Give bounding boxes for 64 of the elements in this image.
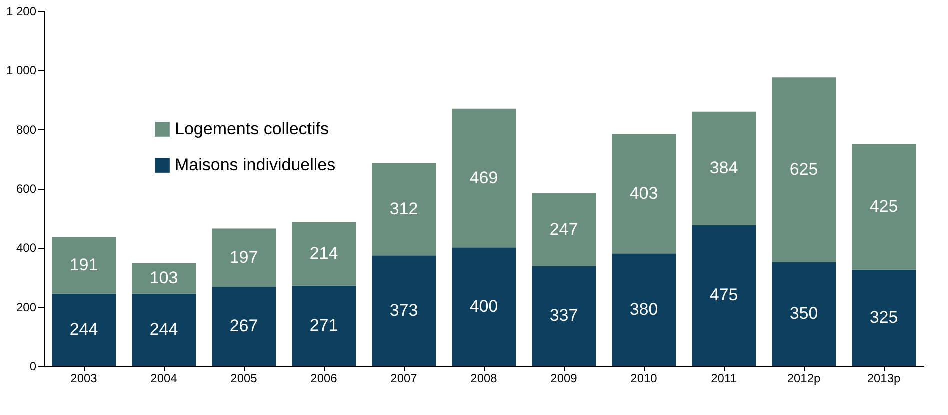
data-label: 384 [710, 158, 738, 178]
data-label: 337 [550, 306, 578, 326]
x-tick-label: 2010 [630, 372, 658, 386]
x-tick-label: 2009 [550, 372, 578, 386]
bar [852, 144, 916, 270]
data-label: 267 [230, 316, 258, 336]
legend-label: Maisons individuelles [175, 156, 336, 174]
y-tick-label: 0 [30, 360, 37, 374]
data-label: 325 [870, 308, 898, 327]
bar [692, 112, 756, 226]
bar [452, 248, 516, 366]
data-label: 244 [150, 320, 178, 339]
bar [132, 263, 196, 294]
bar [532, 266, 596, 366]
bar [52, 237, 116, 294]
data-label: 103 [150, 268, 178, 288]
y-tick-label: 400 [16, 241, 37, 256]
y-tick-label: 1 200 [6, 4, 37, 18]
data-label: 214 [310, 244, 338, 264]
data-label: 425 [870, 196, 898, 216]
y-tick-label: 200 [16, 300, 37, 314]
data-label: 244 [70, 320, 98, 339]
y-tick-label: 600 [16, 182, 37, 196]
data-label: 403 [630, 184, 658, 203]
data-label: 197 [230, 248, 258, 267]
bar [292, 222, 356, 286]
bar [212, 287, 276, 366]
y-tick-label: 800 [16, 122, 37, 137]
bar [292, 286, 356, 366]
data-label: 191 [70, 256, 98, 275]
x-tick-label: 2003 [70, 372, 98, 386]
bar [372, 256, 436, 366]
x-tick-label: 2005 [230, 372, 258, 386]
x-tick-label: 2008 [470, 372, 498, 386]
bar [212, 228, 276, 288]
x-tick-label: 2004 [150, 372, 178, 386]
bar [532, 193, 596, 266]
bar [772, 262, 836, 366]
x-tick-label: 2012p [787, 372, 822, 386]
bar [452, 108, 516, 248]
x-tick-label: 2011 [711, 372, 738, 386]
data-label: 475 [710, 286, 738, 305]
bar [692, 225, 756, 366]
bar [772, 78, 836, 262]
data-label: 271 [310, 316, 338, 335]
data-label: 373 [390, 300, 418, 320]
bar [132, 294, 196, 366]
x-tick-label: 2007 [390, 372, 418, 386]
legend-label: Logements collectifs [175, 120, 330, 138]
data-label: 625 [790, 160, 818, 180]
data-label: 247 [550, 220, 578, 239]
bar [52, 294, 116, 366]
data-label: 380 [630, 300, 658, 319]
bar [612, 134, 676, 254]
data-label: 350 [790, 304, 818, 324]
data-label: 400 [470, 296, 498, 316]
bar [852, 270, 916, 366]
data-label: 312 [390, 200, 418, 219]
data-label: 469 [470, 168, 498, 188]
y-tick-label: 1 000 [6, 64, 37, 78]
x-tick-label: 2006 [310, 372, 338, 386]
bar [612, 254, 676, 366]
bar [372, 163, 436, 256]
x-tick-label: 2013p [867, 372, 902, 386]
